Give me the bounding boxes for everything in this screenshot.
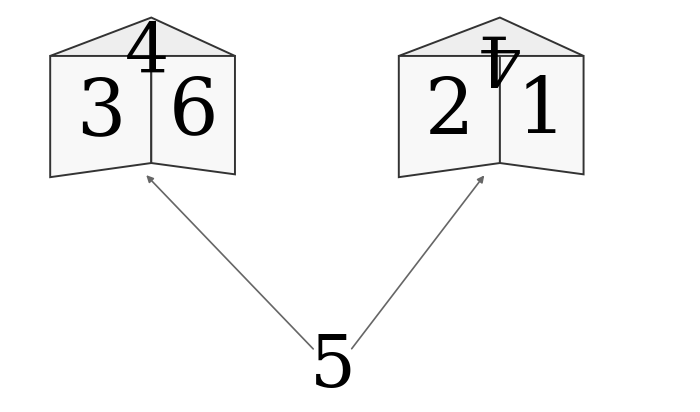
Text: 3: 3 — [76, 75, 125, 151]
Text: 2: 2 — [425, 75, 474, 151]
Polygon shape — [151, 56, 235, 174]
Polygon shape — [500, 56, 584, 174]
Text: 5: 5 — [309, 332, 356, 403]
Text: 4: 4 — [125, 20, 169, 87]
Polygon shape — [50, 18, 235, 92]
Text: 4: 4 — [473, 20, 518, 87]
Text: 6: 6 — [169, 75, 218, 150]
Text: 1: 1 — [517, 75, 566, 150]
Polygon shape — [399, 18, 584, 92]
Polygon shape — [399, 56, 500, 177]
Polygon shape — [50, 56, 151, 177]
